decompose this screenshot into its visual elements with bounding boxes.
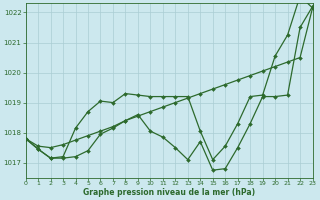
X-axis label: Graphe pression niveau de la mer (hPa): Graphe pression niveau de la mer (hPa): [83, 188, 255, 197]
